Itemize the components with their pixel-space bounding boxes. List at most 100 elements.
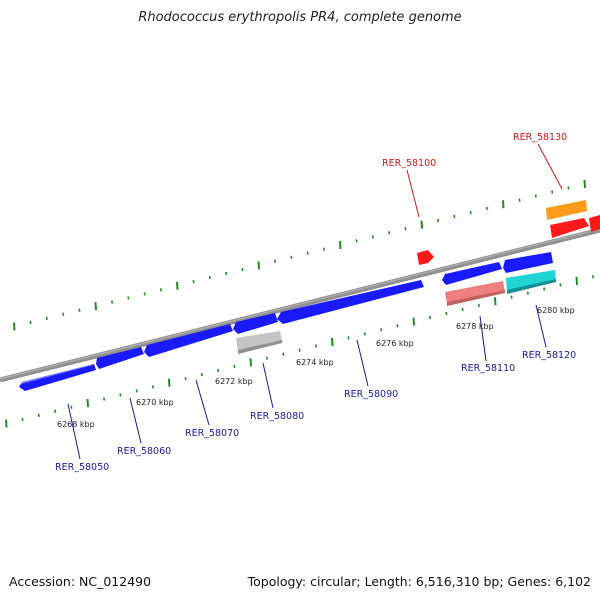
major-tick: [176, 281, 179, 290]
minor-tick: [151, 385, 154, 389]
gene-feature-rer-58070[interactable]: [144, 324, 233, 357]
minor-tick: [282, 352, 285, 356]
minor-tick: [21, 417, 24, 422]
minor-tick: [429, 315, 432, 320]
minor-tick: [371, 235, 374, 239]
minor-tick: [127, 296, 130, 300]
minor-tick: [266, 356, 269, 360]
minor-tick: [241, 267, 244, 272]
minor-tick: [192, 280, 195, 284]
minor-tick: [200, 372, 203, 377]
major-tick: [502, 200, 505, 209]
gene-feature-rer-58120[interactable]: [503, 252, 553, 273]
minor-tick: [29, 320, 32, 325]
minor-tick: [551, 190, 554, 194]
minor-tick: [103, 397, 106, 401]
major-tick: [494, 297, 497, 306]
gene-label-rer-58050[interactable]: RER_58050: [55, 462, 109, 473]
gene-feature-grey[interactable]: [236, 331, 282, 354]
minor-tick: [233, 364, 236, 369]
genome-summary-text: Topology: circular; Length: 6,516,310 bp…: [247, 574, 591, 589]
gene-feature-rer-58110[interactable]: [442, 262, 502, 285]
inner-tick-row: [5, 275, 595, 428]
minor-tick: [388, 231, 391, 235]
major-tick: [339, 240, 342, 250]
gene-label-rer-58110[interactable]: RER_58110: [461, 363, 515, 374]
major-tick: [331, 337, 334, 347]
minor-tick: [135, 389, 138, 393]
minor-tick: [306, 251, 309, 255]
minor-tick: [274, 259, 277, 263]
scale-label-6270: 6270 kbp: [136, 398, 174, 407]
genome-backbone: [0, 227, 600, 383]
minor-tick: [559, 283, 562, 287]
accession-text: Accession: NC_012490: [9, 574, 152, 589]
minor-tick: [534, 194, 537, 198]
minor-tick: [592, 275, 595, 279]
minor-tick: [159, 288, 162, 292]
outer-tick-row: [13, 179, 586, 331]
scale-label-6278: 6278 kbp: [456, 322, 494, 331]
minor-tick: [184, 377, 187, 381]
minor-tick: [526, 291, 529, 295]
gene-label-rer-58130[interactable]: RER_58130: [513, 132, 567, 143]
scale-label-6272: 6272 kbp: [215, 377, 253, 386]
major-tick: [575, 276, 578, 285]
minor-tick: [45, 316, 48, 320]
minor-tick: [453, 214, 456, 219]
major-tick: [583, 179, 586, 188]
major-tick: [168, 378, 171, 387]
gene-label-rer-58090[interactable]: RER_58090: [344, 389, 398, 400]
minor-tick: [461, 307, 464, 312]
gene-label-rer-58100[interactable]: RER_58100: [382, 158, 436, 169]
minor-tick: [363, 332, 366, 336]
minor-tick: [355, 239, 358, 243]
minor-tick: [437, 218, 440, 223]
gene-feature-rer-58050[interactable]: [19, 364, 96, 391]
minor-tick: [290, 255, 293, 259]
scale-label-6274: 6274 kbp: [296, 358, 334, 367]
gene-feature-pink[interactable]: [445, 281, 505, 306]
minor-tick: [54, 409, 57, 413]
major-tick: [412, 317, 415, 326]
minor-tick: [469, 210, 472, 215]
scale-label-6268: 6268 kbp: [57, 420, 95, 429]
minor-tick: [70, 405, 73, 409]
minor-tick: [543, 287, 546, 291]
page-title: Rhodococcus erythropolis PR4, complete g…: [138, 10, 462, 25]
gene-label-rer-58060[interactable]: RER_58060: [117, 446, 171, 457]
gene-feature-cyan[interactable]: [506, 270, 556, 294]
minor-tick: [78, 308, 81, 312]
minor-tick: [37, 413, 40, 417]
minor-tick: [298, 348, 301, 352]
minor-tick: [485, 206, 488, 210]
minor-tick: [217, 368, 220, 373]
major-tick: [5, 419, 8, 428]
gene-label-rer-58120[interactable]: RER_58120: [522, 350, 576, 361]
major-tick: [420, 220, 423, 229]
scale-label-6280: 6280 kbp: [537, 306, 575, 315]
minor-tick: [477, 303, 480, 307]
gene-label-rer-58080[interactable]: RER_58080: [250, 411, 304, 422]
gene-feature-rer-58100[interactable]: [417, 250, 434, 265]
major-tick: [86, 399, 89, 408]
gene-feature-rer-58130[interactable]: [546, 200, 600, 238]
gene-feature-rer-58090[interactable]: [277, 280, 424, 324]
gene-feature-rer-58060[interactable]: [96, 347, 144, 369]
minor-tick: [567, 186, 570, 190]
minor-tick: [518, 198, 521, 202]
minor-tick: [445, 311, 448, 316]
major-tick: [94, 302, 97, 311]
minor-tick: [208, 275, 211, 280]
minor-tick: [62, 312, 65, 316]
minor-tick: [347, 336, 350, 340]
gene-label-rer-58070[interactable]: RER_58070: [185, 428, 239, 439]
major-tick: [13, 322, 16, 331]
minor-tick: [396, 324, 399, 328]
major-tick: [249, 358, 252, 367]
gene-feature-rer-58080[interactable]: [233, 313, 278, 334]
minor-tick: [380, 328, 383, 332]
minor-tick: [111, 300, 114, 304]
minor-tick: [225, 271, 228, 276]
